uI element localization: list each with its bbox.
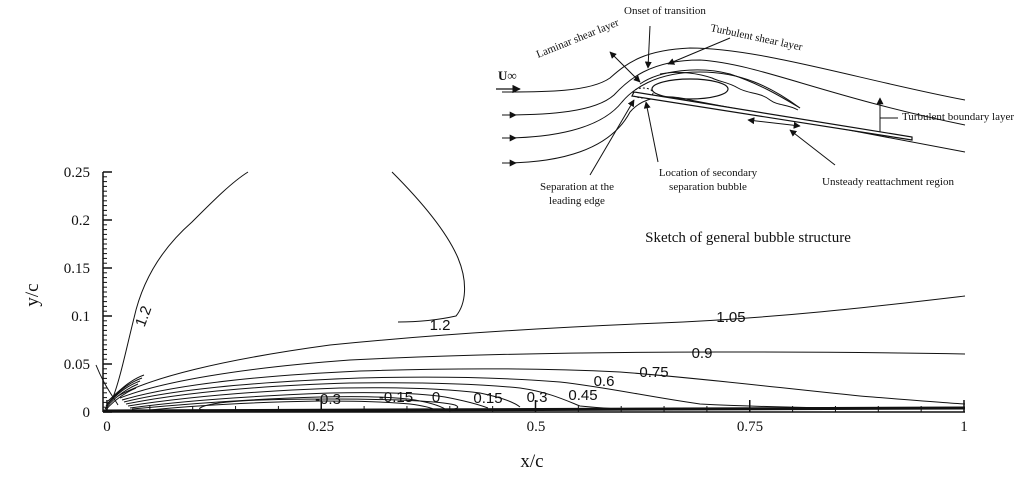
contour-0.3 bbox=[127, 387, 521, 408]
streamline bbox=[501, 59, 966, 126]
contour-label: -0.15 bbox=[379, 389, 413, 406]
wavy-shear-layer bbox=[659, 71, 799, 111]
y-axis-title: y/c bbox=[22, 283, 43, 306]
contour-label: 0 bbox=[432, 389, 440, 406]
contour-label: 0.9 bbox=[692, 345, 713, 362]
contour-1.05 bbox=[117, 295, 966, 397]
y-tick-label: 0 bbox=[83, 405, 91, 421]
contour-plot: 0 0.05 0.1 0.15 0.2 0.25 0 0.25 0.5 0.75… bbox=[22, 165, 968, 472]
contour-label: 1.05 bbox=[716, 309, 745, 326]
contour-0.9 bbox=[119, 351, 966, 399]
secondary-bubble bbox=[632, 87, 654, 99]
x-tick-label: 1 bbox=[960, 419, 968, 435]
reattachment-label: Unsteady reattachment region bbox=[822, 176, 954, 188]
leading-edge-contour-bundle bbox=[95, 364, 145, 413]
streamline bbox=[501, 71, 801, 139]
contour-label: 0.3 bbox=[527, 389, 548, 406]
wall-surface bbox=[102, 406, 966, 413]
turbulent-shear-boundary bbox=[639, 69, 801, 109]
secondary-arrow-icon bbox=[643, 101, 659, 163]
u-inf-label: U∞ bbox=[498, 68, 517, 83]
inset-caption: Sketch of general bubble structure bbox=[645, 230, 851, 246]
contour-label: 0.6 bbox=[594, 373, 615, 390]
airfoil-plate bbox=[631, 91, 913, 141]
x-axis-title: x/c bbox=[520, 451, 543, 472]
contour-1.2-dome bbox=[111, 171, 465, 401]
x-tick-label: 0 bbox=[103, 419, 111, 435]
x-tick-label: 0.75 bbox=[737, 419, 763, 435]
x-tick-label: 0.5 bbox=[527, 419, 546, 435]
laminar-shear-label: Laminar shear layer bbox=[535, 17, 621, 61]
contour-0.15 bbox=[129, 392, 489, 409]
axis-ticks bbox=[103, 171, 965, 413]
y-tick-label: 0.1 bbox=[71, 309, 90, 325]
turbulent-bl-label: Turbulent boundary layer bbox=[902, 111, 1014, 123]
contour-0 bbox=[131, 396, 446, 410]
contour-label: 0.75 bbox=[639, 364, 668, 381]
contour-minus0.15 bbox=[149, 400, 436, 411]
inset-sketch: Laminar shear layer Onset of transition … bbox=[496, 5, 1014, 246]
outer-streamline bbox=[501, 47, 966, 101]
turbulent-shear-label: Turbulent shear layer bbox=[709, 22, 803, 53]
laminar-arrow-icon bbox=[609, 51, 641, 83]
contour-label: 1.2 bbox=[430, 317, 451, 334]
separation-bubble bbox=[651, 78, 729, 100]
reattachment-arrow-icon bbox=[789, 129, 836, 166]
contour-0.75 bbox=[121, 368, 966, 405]
reattachment-double-arrow-icon bbox=[747, 117, 801, 129]
streamline bbox=[501, 96, 966, 164]
onset-arrow-icon bbox=[644, 25, 652, 69]
contour-label: 1.2 bbox=[132, 304, 155, 329]
y-tick-label: 0.25 bbox=[64, 165, 90, 181]
x-tick-label: 0.25 bbox=[308, 419, 334, 435]
separation-label-line1: Separation at the bbox=[540, 181, 614, 193]
contour-label: -0.3 bbox=[315, 391, 341, 408]
y-tick-label: 0.05 bbox=[64, 357, 90, 373]
secondary-label-line1: Location of secondary bbox=[659, 167, 758, 179]
contour-label: 0.15 bbox=[473, 390, 502, 407]
y-tick-label: 0.15 bbox=[64, 261, 90, 277]
contour-0.45 bbox=[125, 382, 661, 411]
separation-label-line2: leading edge bbox=[549, 195, 605, 207]
secondary-label-line2: separation bubble bbox=[669, 181, 747, 193]
y-tick-label: 0.2 bbox=[71, 213, 90, 229]
onset-transition-label: Onset of transition bbox=[624, 5, 706, 17]
contour-label: 0.45 bbox=[568, 387, 597, 404]
turbulent-shear-arrow-icon bbox=[667, 37, 731, 65]
separation-arrow-icon bbox=[589, 99, 635, 176]
